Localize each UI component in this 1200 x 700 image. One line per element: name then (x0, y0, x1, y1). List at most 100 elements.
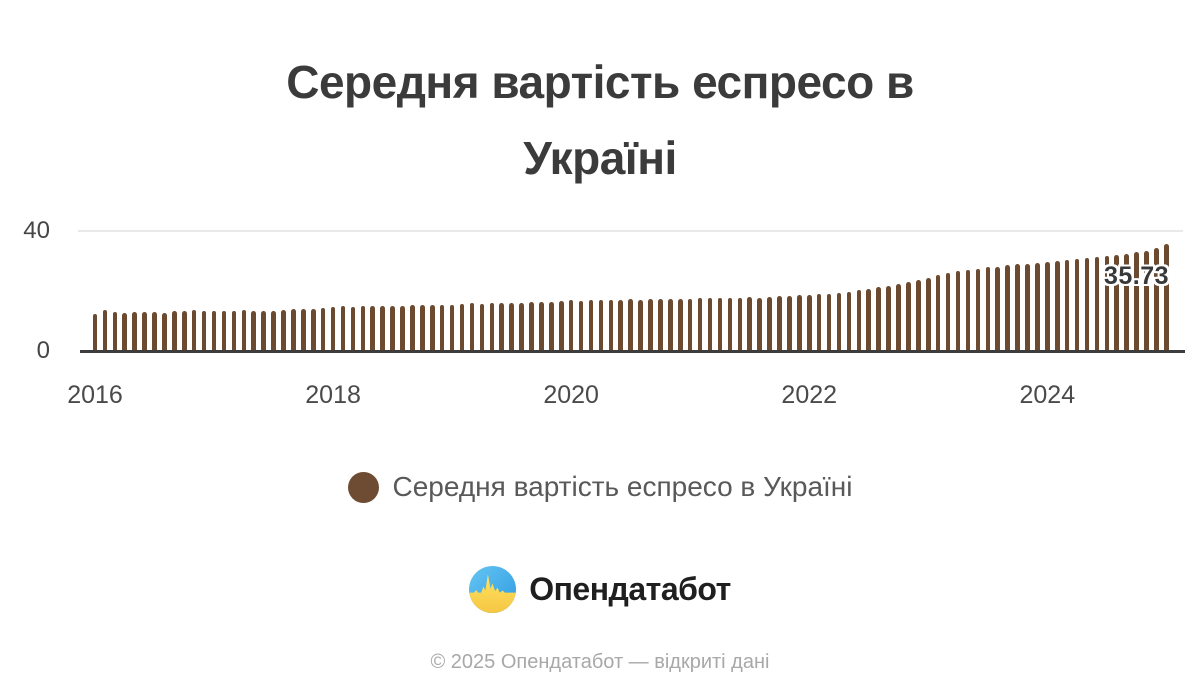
bar[interactable] (856, 290, 862, 352)
bar[interactable] (429, 305, 435, 352)
bar[interactable] (380, 305, 385, 352)
bar[interactable] (1054, 260, 1060, 352)
bar[interactable] (658, 299, 663, 352)
bar[interactable] (1074, 259, 1080, 352)
bar[interactable] (142, 312, 147, 352)
bar[interactable] (707, 298, 713, 352)
bar[interactable] (191, 309, 197, 352)
bar[interactable] (539, 301, 544, 352)
bar[interactable] (985, 267, 991, 352)
bar[interactable] (826, 293, 832, 352)
bar[interactable] (370, 306, 376, 352)
bar[interactable] (797, 295, 802, 352)
bar[interactable] (965, 269, 971, 352)
bar[interactable] (439, 304, 445, 352)
bar[interactable] (221, 311, 227, 352)
bar[interactable] (509, 302, 514, 352)
bar[interactable] (459, 303, 465, 352)
bar[interactable] (340, 306, 346, 352)
bar[interactable] (201, 310, 207, 352)
bar[interactable] (211, 310, 217, 352)
bar[interactable] (320, 308, 326, 352)
bar[interactable] (955, 271, 961, 352)
bar[interactable] (578, 300, 584, 352)
bar[interactable] (241, 310, 247, 352)
bar[interactable] (231, 310, 237, 352)
bar[interactable] (390, 306, 395, 352)
bar[interactable] (598, 300, 604, 352)
bar[interactable] (638, 299, 643, 352)
bar[interactable] (886, 285, 891, 352)
bar[interactable] (350, 306, 356, 352)
bar[interactable] (519, 302, 524, 352)
bar[interactable] (281, 309, 286, 352)
bar[interactable] (1005, 265, 1010, 352)
bar[interactable] (668, 298, 673, 352)
bar[interactable] (112, 312, 118, 352)
bar[interactable] (92, 313, 98, 352)
bar[interactable] (717, 297, 723, 352)
bar[interactable] (1114, 255, 1120, 352)
bar[interactable] (251, 310, 256, 352)
bar[interactable] (449, 304, 455, 352)
bar[interactable] (558, 301, 564, 352)
bar[interactable] (806, 294, 812, 352)
bar[interactable] (727, 298, 733, 352)
bar[interactable] (628, 299, 633, 352)
bar[interactable] (271, 310, 276, 352)
bar[interactable] (479, 303, 485, 352)
bar[interactable] (489, 302, 495, 352)
bar[interactable] (787, 296, 792, 352)
bar[interactable] (816, 294, 822, 352)
bar[interactable] (747, 297, 752, 352)
bar[interactable] (1045, 261, 1050, 352)
bar[interactable] (846, 291, 852, 352)
bar[interactable] (310, 308, 316, 352)
bar[interactable] (330, 306, 336, 352)
bar[interactable] (945, 273, 951, 352)
bar[interactable] (916, 280, 921, 352)
bar[interactable] (1025, 263, 1030, 352)
bar[interactable] (608, 299, 614, 352)
bar[interactable] (648, 299, 653, 352)
bar[interactable] (767, 296, 772, 352)
bar[interactable] (935, 275, 941, 352)
bar[interactable] (737, 297, 743, 352)
bar[interactable] (568, 299, 574, 352)
bar[interactable] (1164, 243, 1169, 352)
bar[interactable] (1094, 257, 1100, 352)
bar[interactable] (529, 302, 534, 352)
bar[interactable] (469, 303, 475, 352)
bar[interactable] (181, 310, 187, 352)
bar[interactable] (1015, 264, 1020, 352)
bar[interactable] (1084, 258, 1090, 352)
bar[interactable] (291, 309, 296, 352)
bar[interactable] (975, 268, 981, 352)
bar[interactable] (102, 309, 108, 352)
bar[interactable] (152, 312, 157, 352)
bar[interactable] (261, 311, 266, 352)
bar[interactable] (1144, 250, 1149, 352)
bar[interactable] (588, 299, 594, 352)
bar[interactable] (618, 299, 624, 352)
bar[interactable] (172, 311, 177, 352)
bar[interactable] (876, 287, 881, 352)
bar[interactable] (995, 266, 1000, 352)
bar[interactable] (906, 281, 911, 352)
bar[interactable] (400, 305, 405, 352)
bar[interactable] (1134, 252, 1139, 352)
bar[interactable] (301, 309, 306, 352)
bar[interactable] (866, 288, 872, 352)
bar[interactable] (687, 298, 693, 352)
bar[interactable] (1035, 262, 1040, 352)
bar[interactable] (777, 296, 782, 352)
bar[interactable] (836, 292, 842, 352)
bar[interactable] (132, 312, 137, 352)
bar[interactable] (1154, 247, 1159, 352)
bar[interactable] (162, 312, 167, 352)
bar[interactable] (677, 299, 683, 352)
bar[interactable] (122, 312, 128, 352)
bar[interactable] (499, 303, 504, 352)
bar[interactable] (896, 283, 901, 352)
bar[interactable] (549, 302, 554, 352)
